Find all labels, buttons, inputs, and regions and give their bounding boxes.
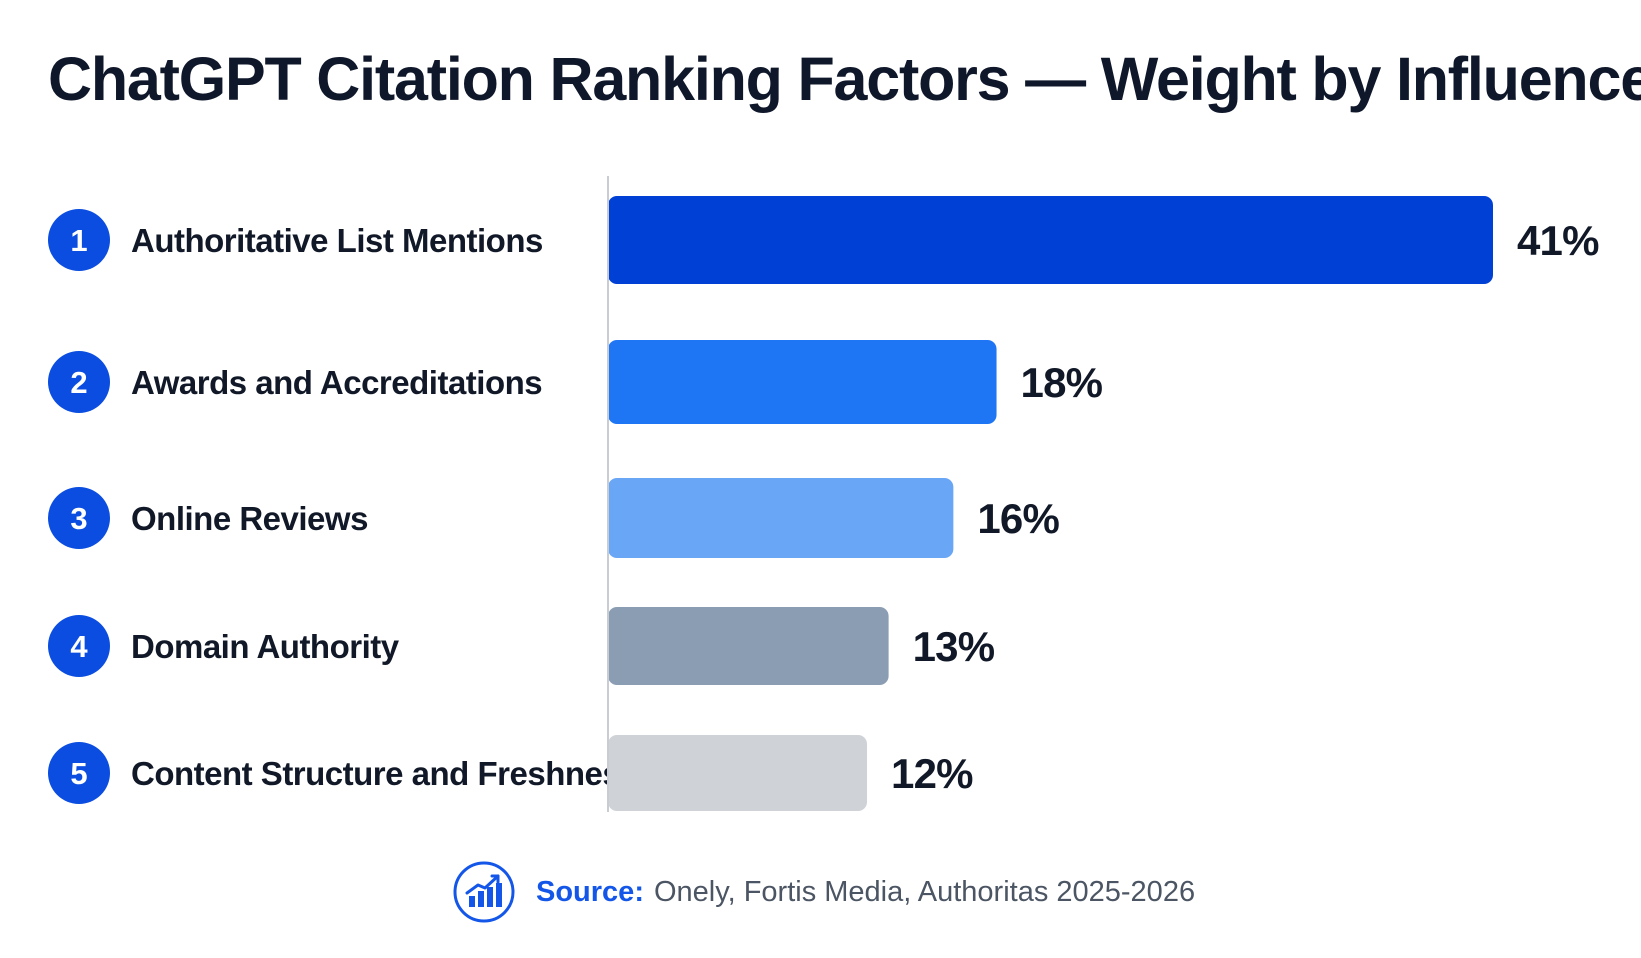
value-label: 12%	[891, 750, 973, 797]
rank-number: 3	[70, 501, 87, 536]
bar	[608, 340, 997, 424]
bar	[608, 735, 868, 811]
rank-number: 5	[70, 756, 87, 791]
rank-number: 2	[70, 365, 87, 400]
chart-title: ChatGPT Citation Ranking Factors — Weigh…	[48, 45, 1641, 113]
chart-row: 4 Domain Authority 13%	[48, 607, 996, 685]
chart-row: 5 Content Structure and Freshness 12%	[48, 735, 974, 811]
source-text: Onely, Fortis Media, Authoritas 2025-202…	[653, 875, 1196, 908]
category-label: Content Structure and Freshness	[131, 755, 638, 792]
category-label: Authoritative List Mentions	[131, 222, 543, 259]
bar	[608, 478, 954, 558]
source-label: Source:	[536, 875, 644, 908]
value-label: 41%	[1517, 217, 1599, 264]
source-note: Source: Onely, Fortis Media, Authoritas …	[452, 858, 1195, 926]
chart-row: 2 Awards and Accreditations 18%	[48, 340, 1103, 424]
category-label: Domain Authority	[131, 628, 400, 665]
rank-badge	[48, 615, 110, 677]
rank-badge	[48, 742, 110, 804]
bar	[608, 607, 889, 685]
rank-number: 4	[70, 629, 88, 664]
category-label: Online Reviews	[131, 500, 368, 537]
rank-badge	[48, 209, 110, 271]
rank-number: 1	[70, 223, 87, 258]
rank-badge	[48, 487, 110, 549]
category-label: Awards and Accreditations	[131, 364, 542, 401]
bar	[608, 196, 1493, 284]
chart-row: 3 Online Reviews 16%	[48, 478, 1060, 558]
value-label: 13%	[913, 623, 995, 670]
chart-row: 1 Authoritative List Mentions 41%	[48, 196, 1600, 284]
rank-badge	[48, 351, 110, 413]
value-label: 18%	[1021, 359, 1103, 406]
bar-chart-growth-icon	[453, 861, 515, 923]
value-label: 16%	[977, 495, 1059, 542]
